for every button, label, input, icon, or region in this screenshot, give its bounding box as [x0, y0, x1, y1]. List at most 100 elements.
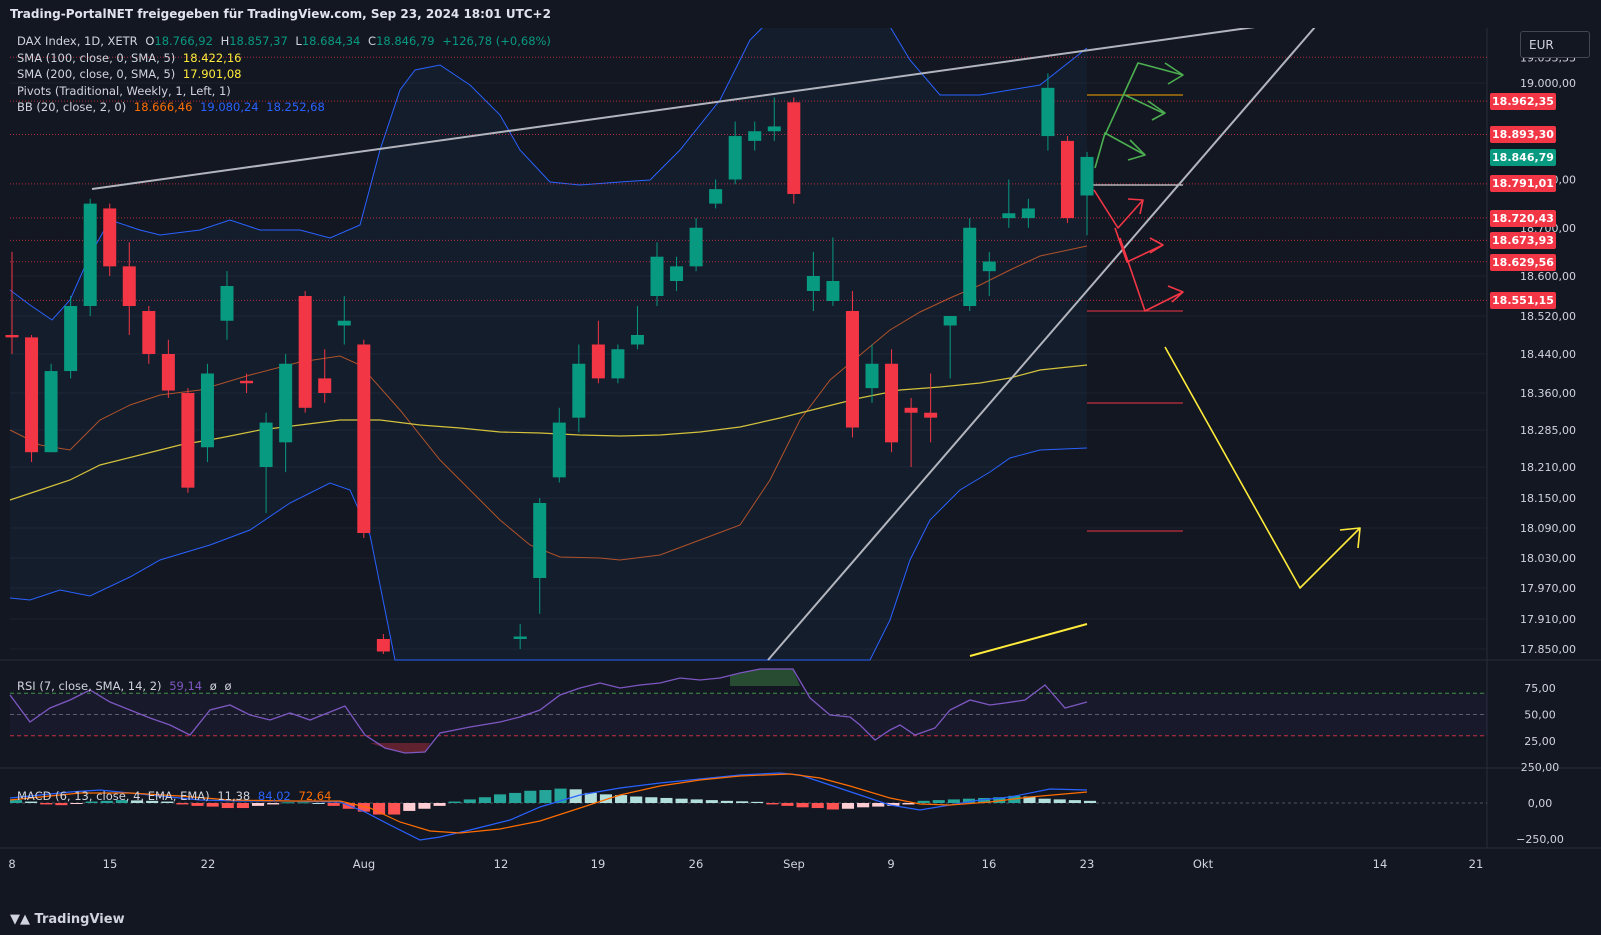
macd-axis-label: −250,00 — [1516, 833, 1564, 846]
price-axis-label: 19.000,00 — [1520, 77, 1576, 90]
legend-sma100-label: SMA (100, close, 0, SMA, 5) — [17, 51, 176, 65]
candle-body — [103, 208, 117, 267]
macd-histogram-bar — [781, 803, 794, 806]
candle-body — [220, 286, 234, 321]
macd-histogram-bar — [9, 800, 23, 803]
sma100-line — [9, 364, 1088, 501]
candle — [5, 251, 19, 354]
candle — [142, 306, 156, 364]
red-arrow-path — [1114, 227, 1164, 263]
macd-histogram-bar — [660, 797, 673, 803]
candle — [259, 412, 273, 513]
candle-body — [982, 261, 996, 272]
legend-macd-signal: 72,64 — [298, 789, 332, 803]
price-tag — [1490, 93, 1556, 110]
candle-body — [767, 126, 781, 132]
candle — [826, 237, 840, 306]
legend-main[interactable]: DAX Index, 1D, XETR O18.766,92 H18.857,3… — [17, 34, 555, 48]
candle-body — [630, 335, 644, 345]
candle — [44, 363, 58, 453]
legend-sma100[interactable]: SMA (100, close, 0, SMA, 5) 18.422,16 — [17, 51, 245, 65]
candle — [103, 203, 117, 276]
price-axis-label: 18.030,00 — [1520, 552, 1576, 565]
legend-pivots[interactable]: Pivots (Traditional, Weekly, 1, Left, 1) — [17, 84, 235, 98]
legend-rsi[interactable]: RSI (7, close, SMA, 14, 2) 59,14 ø ø — [17, 679, 236, 693]
x-axis-label: 16 — [982, 857, 997, 871]
macd-histogram-bar — [25, 801, 38, 803]
candle — [943, 316, 957, 379]
legend-sma200[interactable]: SMA (200, close, 0, SMA, 5) 17.901,08 — [17, 67, 245, 81]
macd-histogram-bar — [221, 803, 234, 809]
candle — [357, 339, 371, 538]
candle — [1060, 136, 1074, 223]
legend-bb[interactable]: BB (20, close, 2, 0) 18.666,46 19.080,24… — [17, 100, 329, 114]
candle — [865, 344, 879, 403]
candle — [963, 218, 977, 311]
candle — [240, 373, 254, 393]
header-bar: Trading-PortalNET freigegeben für Tradin… — [0, 0, 1601, 28]
candle — [298, 291, 312, 413]
macd-histogram-bar — [206, 803, 219, 807]
legend-l-label: L — [295, 34, 302, 48]
legend-macd-hist: 11,38 — [217, 789, 251, 803]
price-tag-label: 18.962,35 — [1492, 95, 1554, 108]
candle — [650, 242, 664, 306]
candle-body — [552, 422, 566, 478]
legend-pivots-label: Pivots (Traditional, Weekly, 1, Left, 1) — [17, 84, 231, 98]
macd-histogram-bar — [191, 803, 204, 806]
tradingview-logo: ▼▲ TradingView — [10, 912, 125, 927]
macd-histogram-bar — [1038, 798, 1051, 803]
candle-body — [1041, 87, 1055, 137]
price-tag — [1490, 292, 1556, 309]
candle-body — [709, 189, 723, 204]
candle-body — [279, 363, 293, 443]
legend-open: 18.766,92 — [154, 34, 213, 48]
macd-histogram-bar — [751, 801, 764, 803]
rsi-axis-label: 25,00 — [1524, 735, 1556, 748]
candle-body — [161, 354, 175, 391]
macd-histogram-bar — [100, 800, 113, 803]
macd-histogram-bar — [978, 797, 991, 803]
candle — [689, 218, 703, 272]
price-tag — [1490, 149, 1556, 166]
currency-button[interactable]: EUR — [1520, 31, 1590, 58]
x-axis-label: Okt — [1193, 857, 1214, 871]
legend-macd[interactable]: MACD (6, 13, close, 4, EMA, EMA) 11,38 8… — [17, 789, 335, 803]
candle-body — [924, 412, 938, 418]
macd-histogram-bar — [478, 797, 491, 803]
candle — [220, 271, 234, 340]
rsi-axis-label: 50,00 — [1524, 709, 1556, 722]
green-arrow-path — [1124, 94, 1164, 114]
candle-body — [533, 503, 547, 578]
legend-rsi-label: RSI (7, close, SMA, 14, 2) — [17, 679, 162, 693]
macd-histogram-bar — [826, 803, 839, 810]
candle-body — [25, 337, 39, 453]
candle-body — [376, 639, 390, 652]
candle-body — [200, 373, 214, 448]
x-axis-label: Sep — [783, 857, 805, 871]
macd-histogram-bar — [1023, 796, 1036, 803]
candle-body — [670, 266, 684, 281]
macd-histogram-bar — [494, 794, 507, 803]
candle-body — [826, 281, 840, 301]
macd-histogram-bar — [327, 803, 340, 806]
candle — [924, 373, 938, 443]
legend-high: 18.857,37 — [229, 34, 288, 48]
macd-histogram-bar — [872, 803, 885, 807]
macd-histogram-bar — [599, 794, 612, 803]
candle-body — [1002, 213, 1016, 219]
candle — [318, 349, 332, 403]
candle — [806, 251, 820, 311]
yellow-projection-path — [1164, 346, 1361, 589]
legend-bb-basis: 18.666,46 — [133, 100, 193, 114]
candle — [1041, 73, 1055, 151]
legend-symbol[interactable]: DAX Index, 1D, XETR — [17, 34, 138, 48]
macd-histogram-bar — [675, 798, 688, 803]
candle-body — [591, 344, 605, 379]
candle — [376, 634, 390, 654]
macd-histogram-bar — [388, 803, 401, 815]
rsi-line — [9, 668, 1088, 754]
candle — [533, 498, 547, 614]
